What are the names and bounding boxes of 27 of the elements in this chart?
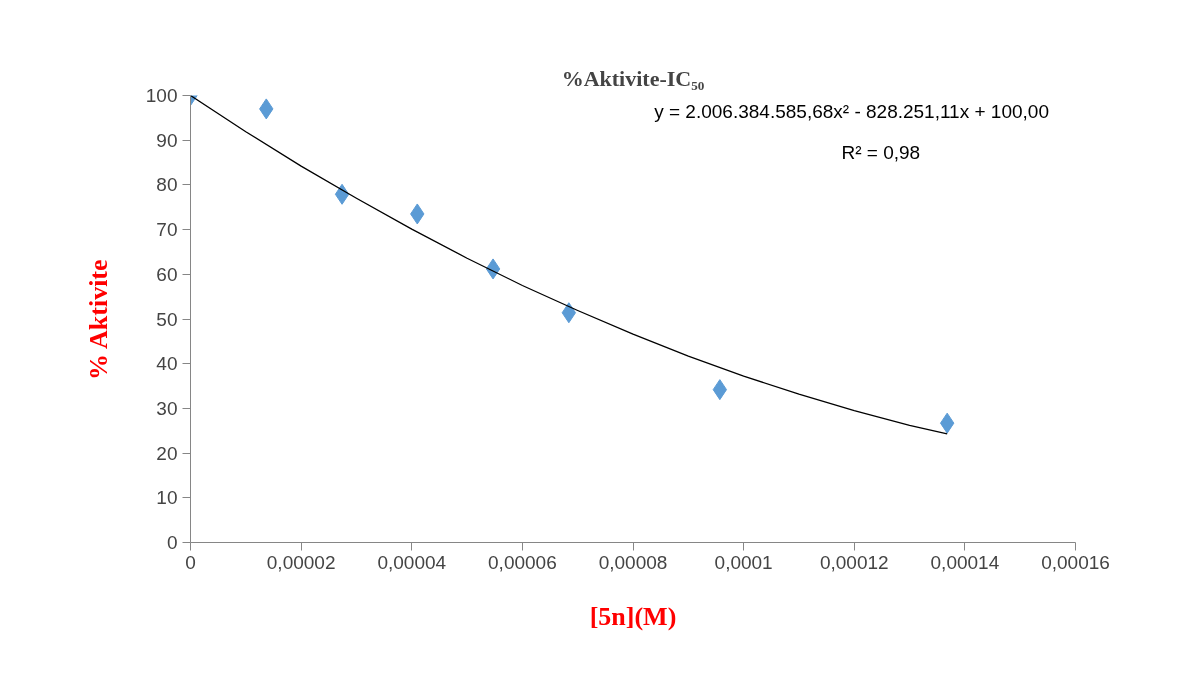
x-tick-label: 0,00006 — [488, 551, 557, 573]
x-tick-label: 0 — [185, 551, 196, 573]
x-axis-title: [5n](M) — [589, 601, 677, 631]
annotation: y = 2.006.384.585,68x² - 828.251,11x + 100,00 — [654, 101, 1049, 123]
x-tick-label: 0,00012 — [819, 551, 889, 573]
y-tick-label: 30 — [156, 397, 178, 419]
x-tick-label: 0,00016 — [1041, 551, 1110, 573]
x-tick-label: 0,00014 — [930, 551, 1000, 573]
x-tick-label: 0,0001 — [714, 551, 773, 573]
x-tick-label: 0,00004 — [377, 551, 447, 573]
y-tick-label: 50 — [156, 308, 178, 330]
chart-title: %Aktivite-IC₅₀ — [561, 65, 705, 91]
point — [485, 258, 501, 280]
y-tick-label: 100 — [145, 85, 178, 106]
annotation: R² = 0,98 — [841, 141, 921, 163]
y-tick-label: 10 — [156, 487, 178, 509]
y-tick-label: 60 — [156, 263, 178, 285]
x-tick-label: 0,00008 — [598, 551, 668, 573]
y-tick-label: 90 — [156, 129, 178, 151]
x-tick-label: 0,00002 — [266, 551, 336, 573]
y-axis-title: % Aktivite — [83, 259, 113, 381]
point — [712, 379, 728, 401]
y-tick-label: 0 — [166, 532, 178, 553]
y-tick-label: 20 — [156, 442, 178, 464]
y-tick-label: 70 — [156, 219, 178, 241]
y-tick-label: 80 — [156, 174, 178, 196]
y-tick-label: 40 — [156, 353, 178, 375]
